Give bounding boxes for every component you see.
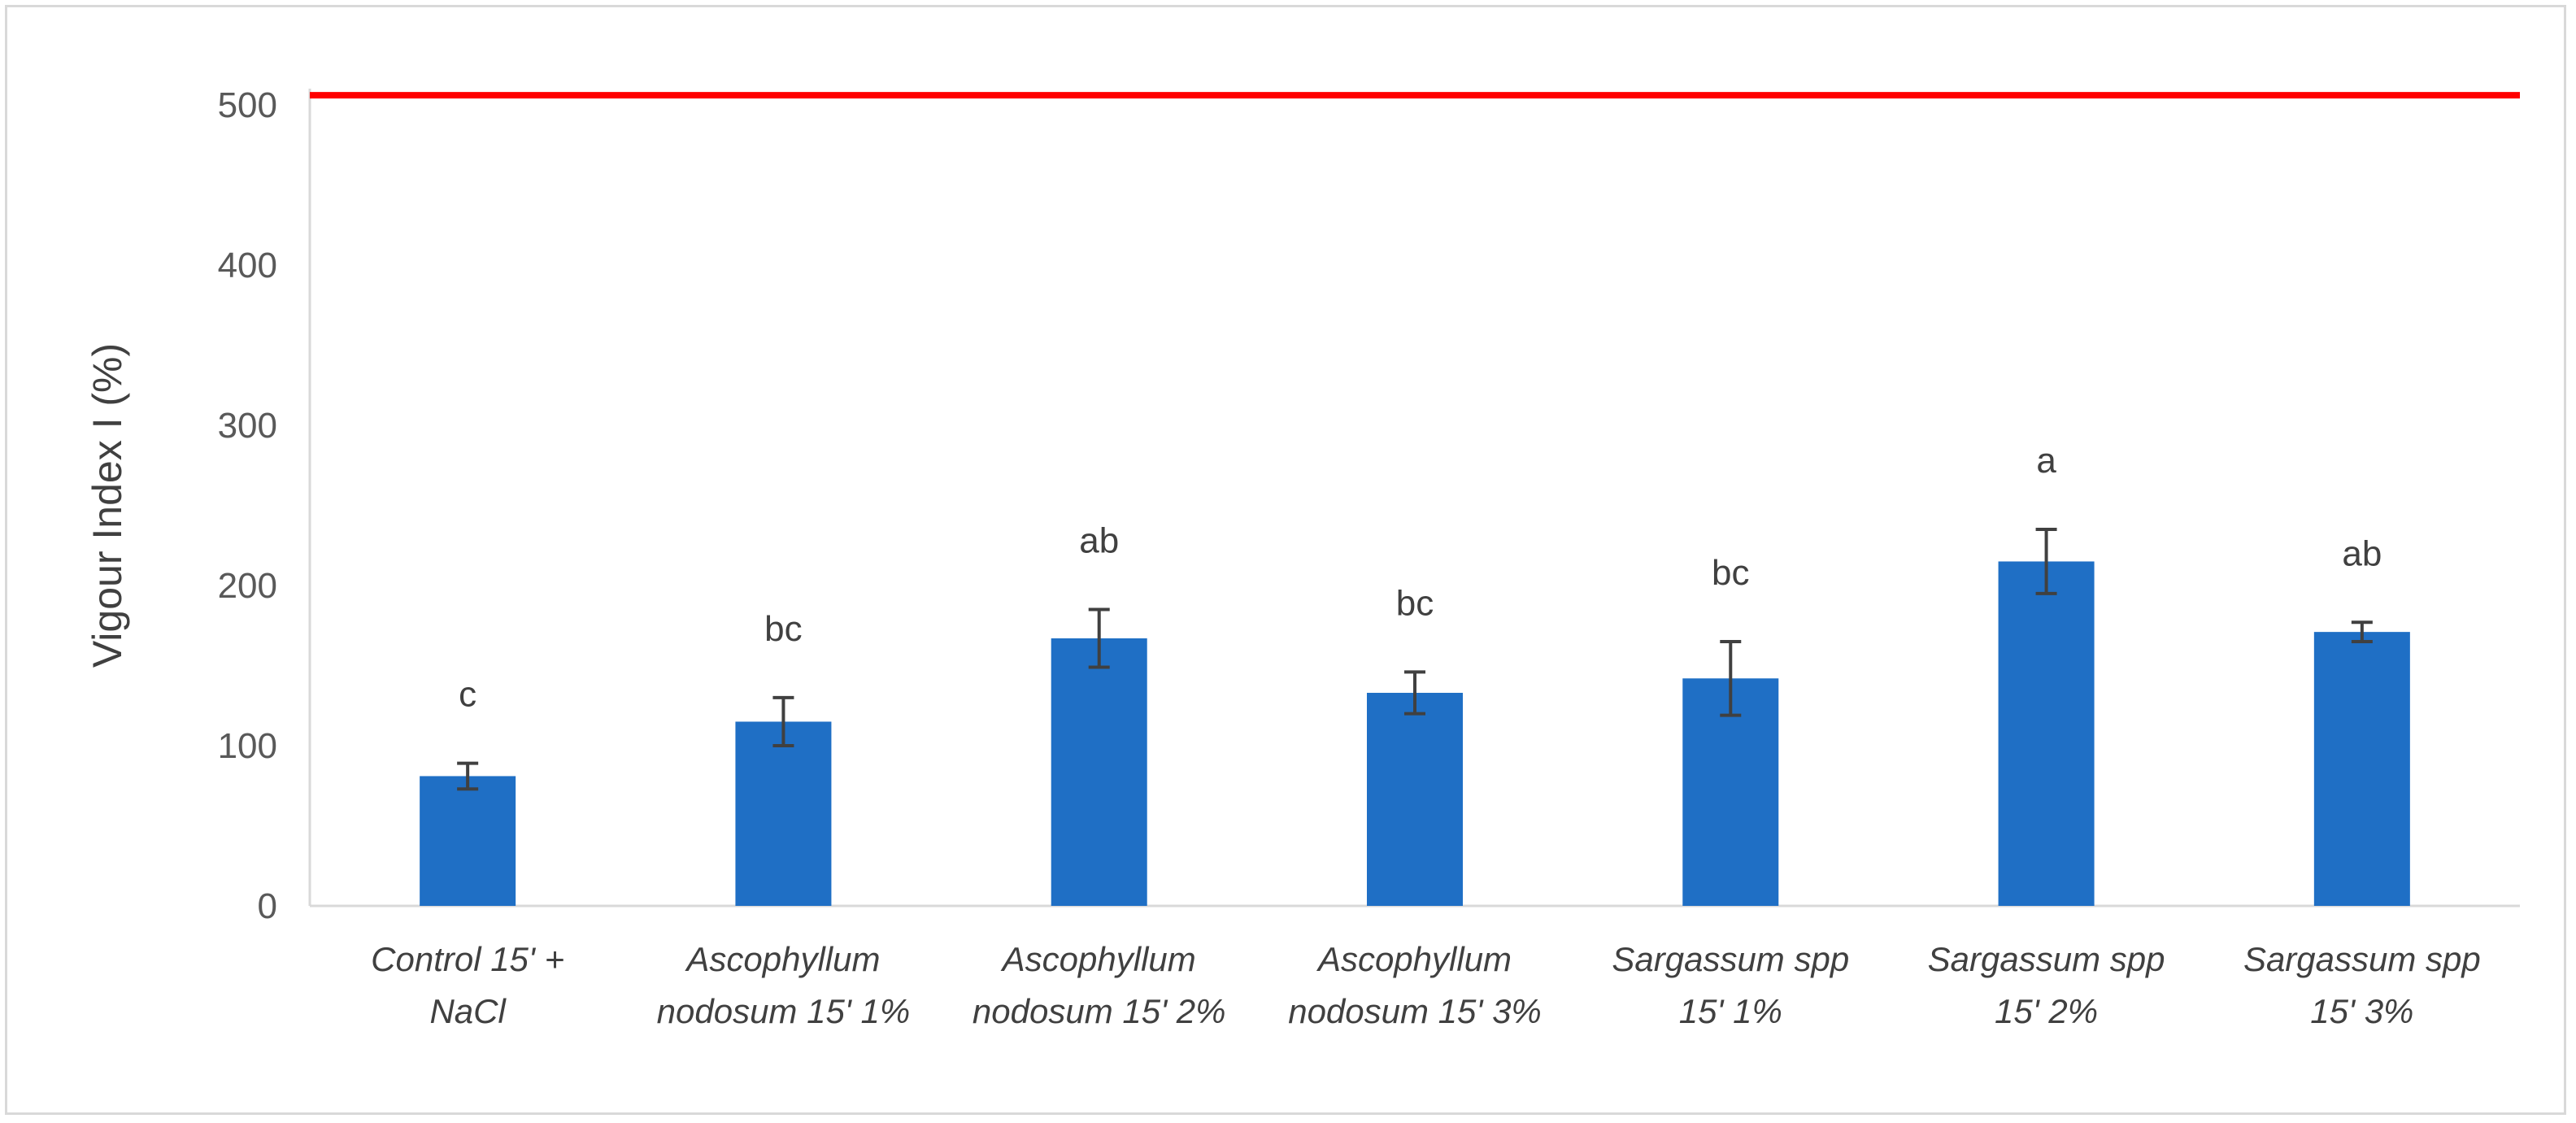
error-bar: [772, 695, 794, 747]
bar: [1051, 638, 1147, 906]
significance-label: bc: [764, 609, 802, 649]
significance-label: ab: [2342, 533, 2382, 573]
bar-chart: Vigour Index I (%) 0 100 200 300 400 500 c bc a…: [85, 85, 2520, 1030]
category-label-line: nodosum 15' 2%: [973, 992, 1226, 1030]
category-label-line: 15' 1%: [1679, 992, 1782, 1030]
significance-label: ab: [1079, 521, 1119, 561]
error-bar: [1088, 607, 1110, 669]
category-label-line: Sargassum spp: [1928, 940, 2165, 978]
category-label: Ascophyllum nodosum 15' 3%: [1288, 940, 1542, 1030]
category-label-line: Sargassum spp: [1612, 940, 1849, 978]
category-label-line: Ascophyllum: [1000, 940, 1196, 978]
significance-label: bc: [1396, 583, 1434, 623]
category-label-line: Sargassum spp: [2243, 940, 2481, 978]
y-tick-label: 100: [218, 726, 277, 766]
bars-group: [420, 561, 2410, 906]
chart-frame: Vigour Index I (%) 0 100 200 300 400 500 c bc a…: [5, 5, 2566, 1115]
bar: [1367, 692, 1463, 906]
error-bar: [1720, 639, 1742, 717]
significance-labels-group: c bc ab bc bc a ab: [459, 441, 2382, 715]
significance-label: a: [2036, 441, 2056, 481]
category-label-line: Ascophyllum: [1316, 940, 1512, 978]
category-label-line: 15' 2%: [1995, 992, 2098, 1030]
category-label-line: nodosum 15' 1%: [657, 992, 911, 1030]
error-bar: [1404, 670, 1425, 716]
category-label: Ascophyllum nodosum 15' 2%: [973, 940, 1226, 1030]
category-label: Control 15' + NaCl: [371, 940, 564, 1030]
category-label: Sargassum spp 15' 3%: [2243, 940, 2481, 1030]
category-label-line: Ascophyllum: [684, 940, 880, 978]
category-label: Ascophyllum nodosum 15' 1%: [657, 940, 911, 1030]
y-tick-label: 300: [218, 406, 277, 446]
y-axis-title: Vigour Index I (%): [85, 343, 130, 668]
bar: [1998, 561, 2095, 906]
category-label-line: NaCl: [429, 992, 507, 1030]
bar: [420, 776, 516, 906]
category-label-line: 15' 3%: [2310, 992, 2413, 1030]
error-bar: [2351, 620, 2373, 643]
bar: [2313, 632, 2410, 906]
y-tick-label: 500: [218, 85, 277, 125]
category-label-line: nodosum 15' 3%: [1288, 992, 1542, 1030]
bar: [735, 721, 832, 906]
significance-label: bc: [1712, 553, 1749, 593]
category-labels-group: Control 15' + NaCl Ascophyllum nodosum 15' …: [371, 940, 2481, 1030]
y-tick-label: 0: [258, 886, 277, 926]
error-bar: [2035, 528, 2057, 595]
y-axis-ticks: 0 100 200 300 400 500: [218, 85, 277, 926]
significance-label: c: [459, 675, 476, 715]
y-tick-label: 400: [218, 246, 277, 285]
category-label-line: Control 15' +: [371, 940, 564, 978]
category-label: Sargassum spp 15' 1%: [1612, 940, 1849, 1030]
error-bar: [457, 761, 479, 791]
error-bars-group: [457, 528, 2373, 791]
y-tick-label: 200: [218, 566, 277, 606]
category-label: Sargassum spp 15' 2%: [1928, 940, 2165, 1030]
